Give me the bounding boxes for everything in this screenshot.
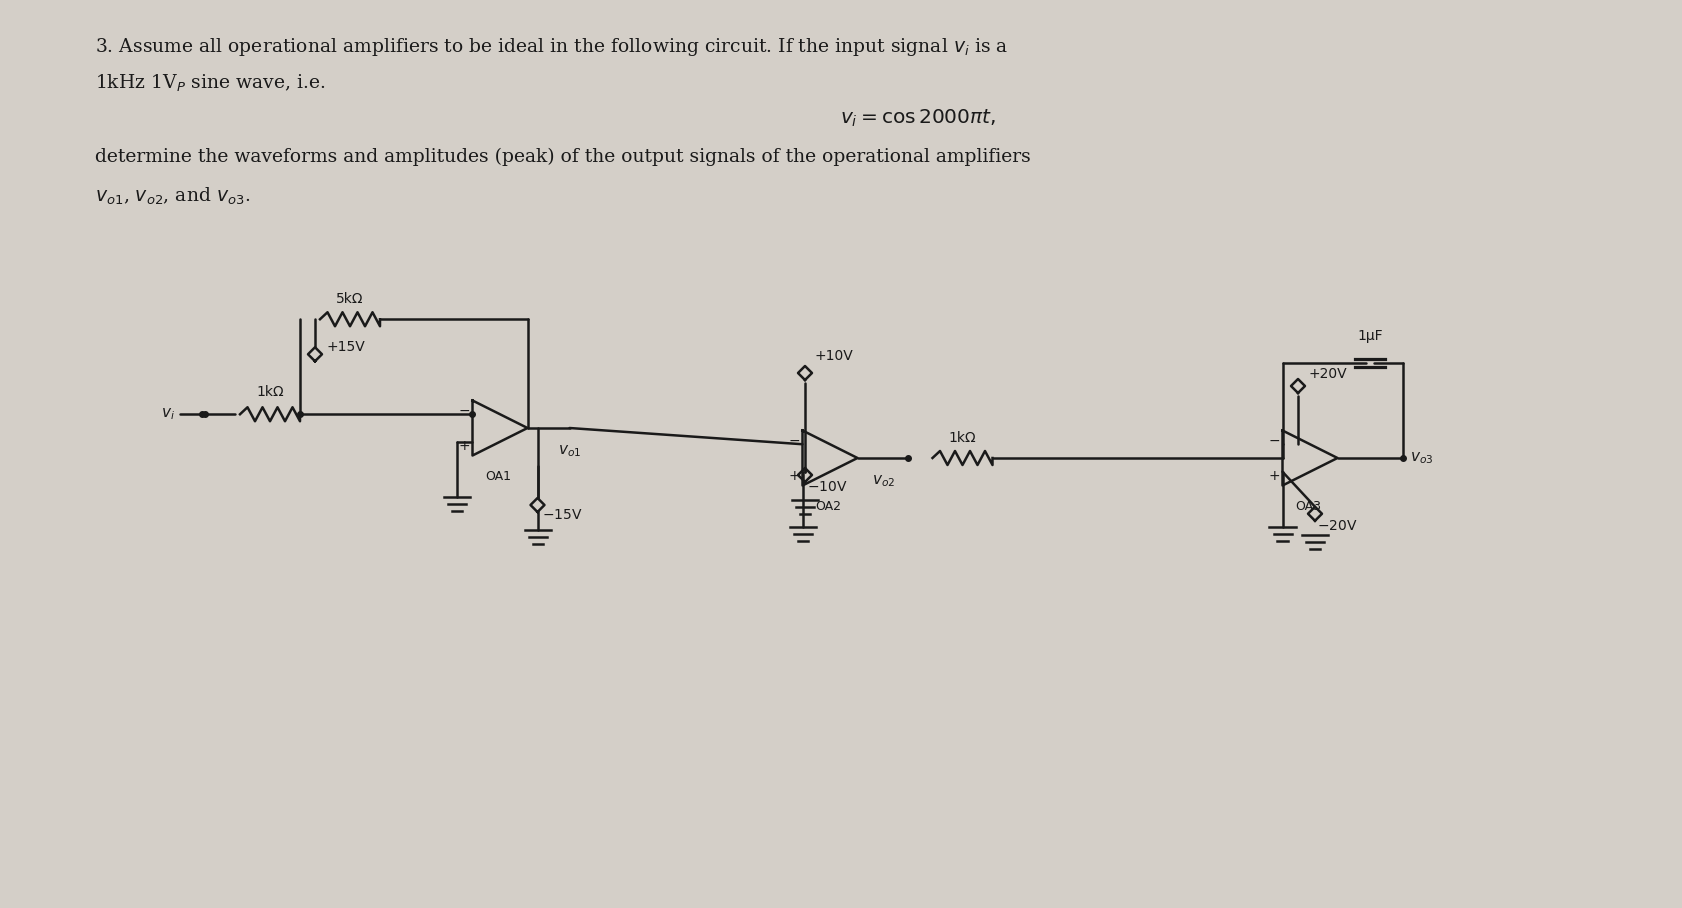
Text: $-$: $-$ xyxy=(1267,433,1280,447)
Text: $v_i = \cos 2000\pi t,$: $v_i = \cos 2000\pi t,$ xyxy=(839,108,996,129)
Text: $v_{o2}$: $v_{o2}$ xyxy=(871,473,895,489)
Text: $v_{o1}$, $v_{o2}$, and $v_{o3}$.: $v_{o1}$, $v_{o2}$, and $v_{o3}$. xyxy=(94,186,251,207)
Text: determine the waveforms and amplitudes (peak) of the output signals of the opera: determine the waveforms and amplitudes (… xyxy=(94,148,1029,166)
Text: 1µF: 1µF xyxy=(1356,329,1383,343)
Text: 1kΩ: 1kΩ xyxy=(256,385,284,400)
Text: +15V: +15V xyxy=(326,340,365,354)
Text: $+$: $+$ xyxy=(1267,469,1280,483)
Text: 5kΩ: 5kΩ xyxy=(336,292,363,306)
Text: $-$15V: $-$15V xyxy=(542,508,582,522)
Text: 1kΩ: 1kΩ xyxy=(949,431,976,445)
Text: $+$: $+$ xyxy=(787,469,799,483)
Text: $-$: $-$ xyxy=(787,433,799,447)
Text: $+$: $+$ xyxy=(458,439,469,453)
Text: 3. Assume all operational amplifiers to be ideal in the following circuit. If th: 3. Assume all operational amplifiers to … xyxy=(94,36,1008,58)
Text: $v_i$: $v_i$ xyxy=(161,407,175,422)
Text: OA2: OA2 xyxy=(814,500,841,513)
Text: $-$20V: $-$20V xyxy=(1317,518,1357,533)
Text: +10V: +10V xyxy=(814,349,853,363)
Text: +20V: +20V xyxy=(1307,367,1346,381)
Text: $-$: $-$ xyxy=(458,403,469,417)
Text: OA1: OA1 xyxy=(484,470,511,483)
Text: 1kHz 1V$_P$ sine wave, i.e.: 1kHz 1V$_P$ sine wave, i.e. xyxy=(94,73,325,94)
Text: $-$10V: $-$10V xyxy=(807,480,848,494)
Text: OA3: OA3 xyxy=(1293,500,1320,513)
Text: $v_{o1}$: $v_{o1}$ xyxy=(557,443,580,459)
Text: $v_{o3}$: $v_{o3}$ xyxy=(1408,450,1431,466)
